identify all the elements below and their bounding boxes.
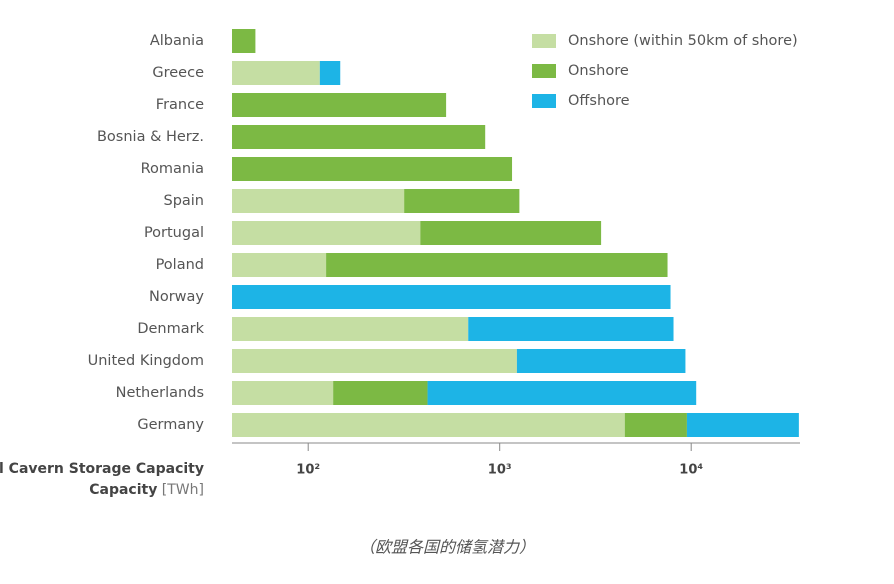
x-axis-label-cont: Capacity xyxy=(89,482,157,498)
bar-segment xyxy=(232,61,320,85)
y-tick-label: Albania xyxy=(150,33,204,49)
bar-segment xyxy=(624,413,687,437)
x-axis-unit: [TWh] xyxy=(162,482,204,498)
y-tick-label: United Kingdom xyxy=(88,353,204,369)
bar-segment xyxy=(232,349,517,373)
legend-swatch xyxy=(532,34,556,48)
y-tick-label: France xyxy=(156,97,204,113)
legend-swatch xyxy=(532,64,556,78)
caption: （欧盟各国的储氢潜力） xyxy=(359,538,535,557)
legend-swatch xyxy=(532,94,556,108)
bar-segment xyxy=(232,189,405,213)
x-tick-label: 10² xyxy=(296,463,320,478)
bar-segment xyxy=(232,285,671,309)
bar-segment xyxy=(232,93,447,117)
x-tick-label: 10⁴ xyxy=(679,463,703,478)
y-tick-label: Greece xyxy=(152,65,204,81)
bar-segment xyxy=(232,253,327,277)
x-tick-label: 10³ xyxy=(488,463,512,478)
y-tick-label: Spain xyxy=(163,193,204,209)
bar-segment xyxy=(232,29,256,53)
bar-segment xyxy=(232,221,421,245)
y-tick-label: Portugal xyxy=(144,225,204,241)
bar-segment xyxy=(427,381,697,405)
bar-segment xyxy=(232,413,625,437)
legend-label: Onshore (within 50km of shore) xyxy=(568,33,798,49)
bar-segment xyxy=(232,317,469,341)
y-tick-label: Bosnia & Herz. xyxy=(97,129,204,145)
y-tick-label: Germany xyxy=(137,417,204,433)
y-tick-label: Norway xyxy=(149,289,204,305)
bar-segment xyxy=(232,157,513,181)
bar-segment xyxy=(468,317,674,341)
y-tick-label: Denmark xyxy=(137,321,204,337)
bar-segment xyxy=(232,125,486,149)
y-tick-label: Netherlands xyxy=(116,385,204,401)
bar-segment xyxy=(516,349,686,373)
x-axis-label: Total Cavern Storage Capacity xyxy=(0,461,204,477)
bar-segment xyxy=(319,61,341,85)
bar-segment xyxy=(686,413,799,437)
bar-segment xyxy=(232,381,334,405)
legend-label: Onshore xyxy=(568,63,629,79)
y-tick-label: Poland xyxy=(156,257,204,273)
x-axis-label-line2: Capacity [TWh] xyxy=(89,482,204,498)
bar-segment xyxy=(333,381,428,405)
bar-segment xyxy=(420,221,602,245)
legend-label: Offshore xyxy=(568,93,630,109)
bar-segment xyxy=(404,189,520,213)
bar-segment xyxy=(326,253,668,277)
y-tick-label: Romania xyxy=(141,161,204,177)
